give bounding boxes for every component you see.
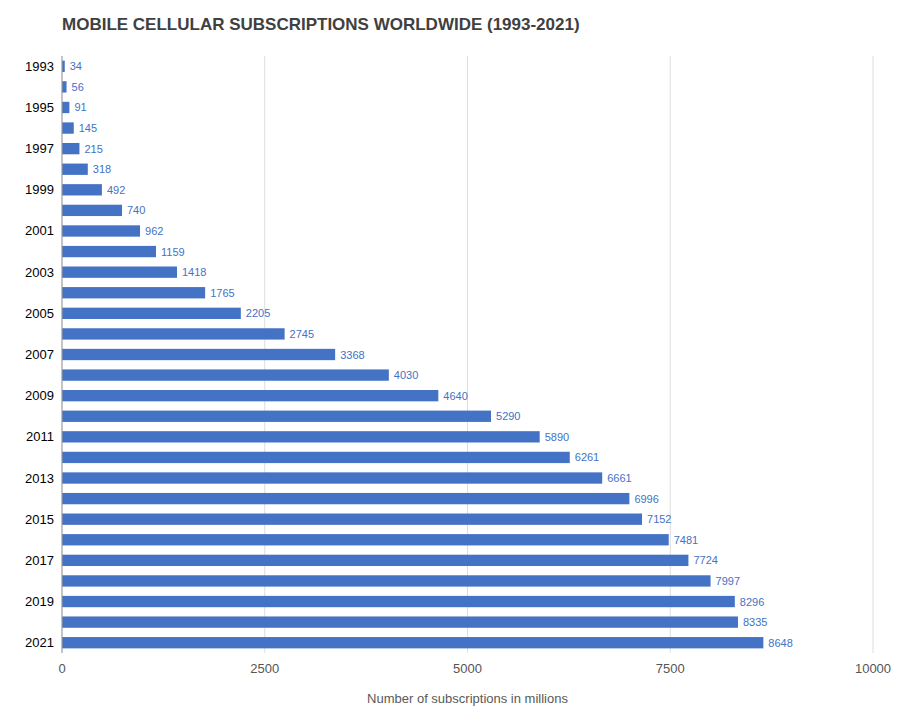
bars	[62, 61, 763, 649]
bar	[62, 122, 74, 133]
y-tick-label: 2007	[25, 347, 54, 362]
x-tick-label: 2500	[250, 661, 279, 676]
y-tick-label: 1999	[25, 182, 54, 197]
data-label: 7724	[693, 554, 717, 566]
bar	[62, 390, 438, 401]
bar	[62, 369, 389, 380]
data-label: 91	[74, 101, 86, 113]
data-label: 4030	[394, 369, 418, 381]
data-label: 492	[107, 184, 125, 196]
x-tick-label: 10000	[855, 661, 891, 676]
y-tick-label: 2005	[25, 306, 54, 321]
bar	[62, 637, 763, 648]
data-label: 56	[72, 81, 84, 93]
data-label: 215	[84, 143, 102, 155]
data-label: 6661	[607, 472, 631, 484]
bar	[62, 246, 156, 257]
data-label: 740	[127, 204, 145, 216]
title: MOBILE CELLULAR SUBSCRIPTIONS WORLDWIDE …	[62, 15, 580, 34]
bar	[62, 81, 67, 92]
data-label: 6996	[634, 493, 658, 505]
bar	[62, 514, 642, 525]
y-tick-label: 2019	[25, 594, 54, 609]
bar	[62, 225, 140, 236]
data-label: 2205	[246, 307, 270, 319]
bar	[62, 266, 177, 277]
bar	[62, 205, 122, 216]
data-label: 7481	[674, 534, 698, 546]
data-label: 2745	[290, 328, 314, 340]
bar	[62, 102, 69, 113]
bar	[62, 616, 738, 627]
y-axis-line	[62, 56, 63, 653]
x-tick-label: 0	[58, 661, 65, 676]
data-label: 7997	[716, 575, 740, 587]
data-label: 8648	[768, 637, 792, 649]
bar	[62, 164, 88, 175]
grid-line	[62, 56, 63, 653]
bar	[62, 411, 491, 422]
data-label: 5890	[545, 431, 569, 443]
data-label: 5290	[496, 410, 520, 422]
data-label: 318	[93, 163, 111, 175]
bar	[62, 349, 335, 360]
y-tick-label: 2009	[25, 388, 54, 403]
x-ticks: 0 2500 5000 7500 10000	[58, 661, 891, 676]
y-tick-label: 1993	[25, 59, 54, 74]
data-label: 1159	[161, 246, 185, 258]
data-label: 6261	[575, 451, 599, 463]
bar	[62, 328, 285, 339]
x-tick-label: 5000	[453, 661, 482, 676]
y-tick-label: 2017	[25, 553, 54, 568]
data-label: 3368	[340, 349, 364, 361]
bar	[62, 431, 540, 442]
y-tick-label: 2015	[25, 512, 54, 527]
chart-svg: 0 2500 5000 7500 10000 34 56 91 145 215 318 4927409…	[0, 0, 909, 721]
x-tick-label: 7500	[656, 661, 685, 676]
grid	[62, 56, 873, 653]
bar	[62, 184, 102, 195]
data-label: 1418	[182, 266, 206, 278]
y-tick-label: 2003	[25, 265, 54, 280]
y-tick-label: 2021	[25, 635, 54, 650]
grid-line	[873, 56, 874, 653]
data-label: 1765	[210, 287, 234, 299]
y-ticks: 1993 1995 1997 1999 2001 2003 2005 2007 2009 2011…	[25, 59, 54, 650]
bar	[62, 287, 205, 298]
bar	[62, 555, 688, 566]
data-label: 145	[79, 122, 97, 134]
data-labels: 34 56 91 145 215 318 492740962 1159 1418 1765 2205…	[70, 60, 793, 648]
bar	[62, 575, 711, 586]
chart-container: 0 2500 5000 7500 10000 34 56 91 145 215 318 4927409…	[0, 0, 909, 721]
y-tick-label: 1997	[25, 141, 54, 156]
bar	[62, 596, 735, 607]
bar	[62, 534, 669, 545]
data-label: 7152	[647, 513, 671, 525]
y-tick-label: 2013	[25, 471, 54, 486]
data-label: 34	[70, 60, 82, 72]
data-label: 8296	[740, 596, 764, 608]
y-tick-label: 2011	[26, 429, 54, 444]
bar	[62, 308, 241, 319]
x-axis-label: Number of subscriptions in millions	[367, 691, 568, 706]
y-tick-label: 2001	[25, 223, 54, 238]
y-tick-label: 1995	[25, 100, 54, 115]
bar	[62, 493, 629, 504]
bar	[62, 452, 570, 463]
bar	[62, 143, 79, 154]
data-label: 4640	[443, 390, 467, 402]
data-label: 8335	[743, 616, 767, 628]
bar	[62, 472, 602, 483]
data-label: 962	[145, 225, 163, 237]
